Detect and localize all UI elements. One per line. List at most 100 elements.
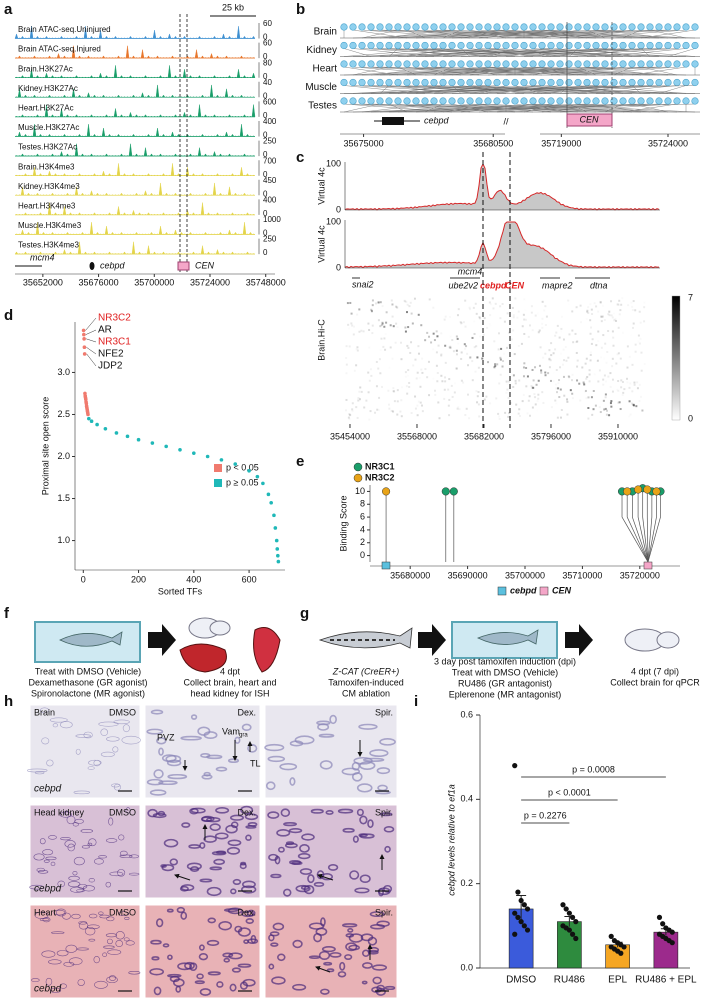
tissue-feature: [198, 944, 205, 951]
gene-label: cebpd: [480, 280, 507, 290]
hic-pixel: [644, 363, 646, 365]
tissue-feature: [189, 962, 198, 972]
point: [114, 431, 119, 435]
hic-pixel: [605, 413, 608, 416]
caption: Spironolactone (MR agonist): [31, 688, 145, 698]
hic-pixel: [507, 396, 510, 399]
point: [233, 462, 238, 466]
tissue-label: Brain: [34, 707, 55, 717]
loop-anchor: [511, 78, 519, 87]
gene-label: cebpd: [34, 984, 62, 995]
tissue-feature: [67, 843, 75, 852]
hic-pixel: [499, 418, 501, 420]
tissue-feature: [207, 971, 221, 976]
tissue-feature: [73, 790, 91, 795]
point: [103, 426, 108, 431]
virtual-4c-line: [344, 221, 660, 269]
hic-pixel: [439, 298, 441, 300]
loop-anchor: [565, 23, 573, 31]
tissue-feature: [42, 849, 54, 856]
hic-pixel: [537, 331, 540, 334]
hic-pixel: [494, 363, 497, 366]
tissue-feature: [180, 911, 188, 920]
hic-pixel: [595, 305, 598, 308]
loop-anchor: [619, 78, 627, 87]
loop-stem: [469, 85, 660, 94]
point: [276, 559, 281, 564]
loop-anchor: [466, 23, 474, 31]
loop-anchor: [367, 23, 375, 31]
loop-stem: [514, 29, 678, 39]
y-tick-label: 0: [336, 262, 341, 272]
loop-anchor: [574, 23, 582, 31]
hic-pixel: [485, 395, 488, 398]
hic-pixel: [610, 405, 613, 408]
hic-pixel: [377, 307, 379, 309]
hic-pixel: [406, 344, 409, 347]
hic-pixel: [643, 320, 646, 323]
tissue-feature: [149, 789, 167, 796]
tissue-feature: [239, 981, 249, 990]
hic-pixel: [523, 298, 525, 300]
tissue-feature: [167, 973, 182, 978]
hic-pixel: [629, 382, 631, 384]
loop-stem: [343, 103, 381, 113]
gene-label: mapre2: [542, 280, 573, 290]
hic-pixel: [604, 407, 607, 410]
loop-anchor: [484, 78, 492, 87]
hic-pixel: [496, 363, 499, 366]
tissue-feature: [377, 784, 388, 792]
loop-anchor: [628, 23, 636, 31]
loop-anchor: [493, 60, 501, 68]
panel-label: h: [4, 693, 13, 710]
point: [82, 352, 87, 356]
legend-swatch: [214, 479, 222, 487]
hic-pixel: [548, 358, 551, 361]
track-min: 0: [263, 150, 268, 159]
x-tick-label: EPL: [608, 975, 627, 986]
tissue-feature: [283, 821, 297, 827]
loop-stem: [352, 103, 588, 113]
hic-pixel: [555, 384, 557, 386]
loop-anchor: [556, 41, 564, 50]
tissue-feature: [180, 735, 202, 741]
tissue-feature: [99, 914, 110, 919]
tissue-feature: [48, 835, 57, 840]
hic-pixel: [455, 335, 458, 338]
hic-pixel: [449, 346, 452, 349]
tissue-feature: [41, 950, 56, 958]
tissue-feature: [102, 952, 108, 957]
hic-pixel: [599, 411, 602, 414]
legend-label: CEN: [552, 585, 572, 595]
tissue-feature: [68, 957, 83, 966]
hic-pixel: [421, 358, 423, 360]
tissue-feature: [223, 957, 230, 963]
loop-anchor: [430, 23, 438, 31]
loop-stem: [379, 66, 651, 76]
hic-pixel: [553, 372, 555, 374]
hic-pixel: [528, 324, 531, 327]
tissue-feature: [318, 733, 335, 738]
tissue-feature: [367, 819, 374, 829]
hic-pixel: [493, 366, 496, 369]
hic-pixel: [444, 380, 447, 383]
loop-stem: [442, 66, 660, 76]
loop-anchor: [664, 60, 672, 68]
loop-anchor: [556, 60, 564, 68]
hic-pixel: [393, 400, 396, 403]
loop-anchor: [376, 97, 384, 105]
point: [247, 469, 251, 473]
loop-stem: [595, 85, 678, 94]
signal-track: [14, 45, 256, 59]
hic-pixel: [457, 343, 459, 345]
track-min: 0: [263, 33, 268, 42]
hic-pixel: [378, 358, 381, 361]
tissue-feature: [359, 815, 368, 825]
tissue-feature: [75, 734, 92, 738]
hic-pixel: [574, 332, 577, 335]
tissue-feature: [292, 983, 307, 991]
hic-pixel: [385, 333, 387, 335]
track-max: 60: [263, 39, 272, 48]
tissue-feature: [196, 973, 204, 980]
hic-pixel: [600, 315, 603, 318]
